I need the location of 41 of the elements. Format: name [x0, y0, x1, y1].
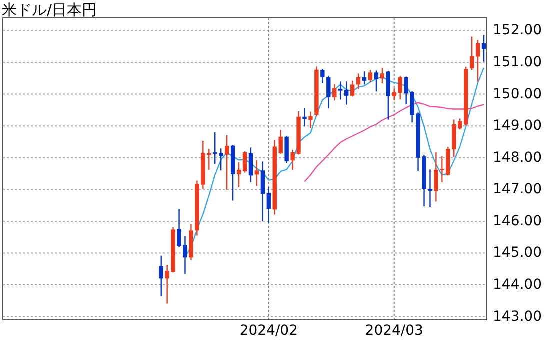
candlestick	[470, 36, 474, 71]
y-tick-label: 147.00	[493, 182, 542, 198]
candlestick	[368, 70, 373, 84]
candlestick	[260, 161, 266, 222]
candlestick	[362, 70, 367, 86]
candlestick	[308, 111, 313, 129]
candlestick	[278, 130, 283, 155]
candlestick	[374, 70, 379, 92]
candlestick	[428, 169, 432, 208]
candlestick	[302, 107, 307, 128]
candlestick	[338, 80, 343, 100]
y-tick-label: 150.00	[493, 86, 542, 102]
candlestick	[482, 34, 486, 62]
candlestick	[254, 160, 260, 187]
candlestick	[458, 118, 462, 130]
x-tick-label: 2024/02	[240, 323, 298, 339]
candlestick	[242, 150, 248, 174]
y-tick-label: 151.00	[493, 54, 542, 71]
candlestick	[320, 68, 325, 84]
y-tick-label: 143.00	[493, 308, 542, 325]
candlestick	[398, 75, 402, 100]
candlestick	[326, 75, 331, 110]
y-tick-label: 145.00	[493, 245, 542, 262]
x-tick-label: 2024/03	[365, 323, 424, 339]
candlestick	[332, 84, 337, 102]
y-tick-label: 148.00	[493, 150, 542, 166]
candlestick	[236, 162, 242, 188]
y-tick-label: 144.00	[493, 277, 542, 294]
candlestick	[224, 134, 230, 191]
candlestick	[219, 148, 224, 172]
candlestick	[476, 39, 480, 82]
candlestick	[344, 80, 349, 106]
candlestick	[159, 255, 164, 297]
candlestick	[350, 80, 355, 98]
y-tick-label: 149.00	[493, 118, 542, 134]
chart-title: 米ドル/日本円	[2, 1, 98, 19]
y-tick-label: 146.00	[493, 213, 542, 230]
candlestick	[248, 147, 254, 183]
candlestick	[356, 73, 361, 90]
candlestick	[380, 67, 385, 84]
y-tick-label: 152.00	[493, 22, 542, 39]
